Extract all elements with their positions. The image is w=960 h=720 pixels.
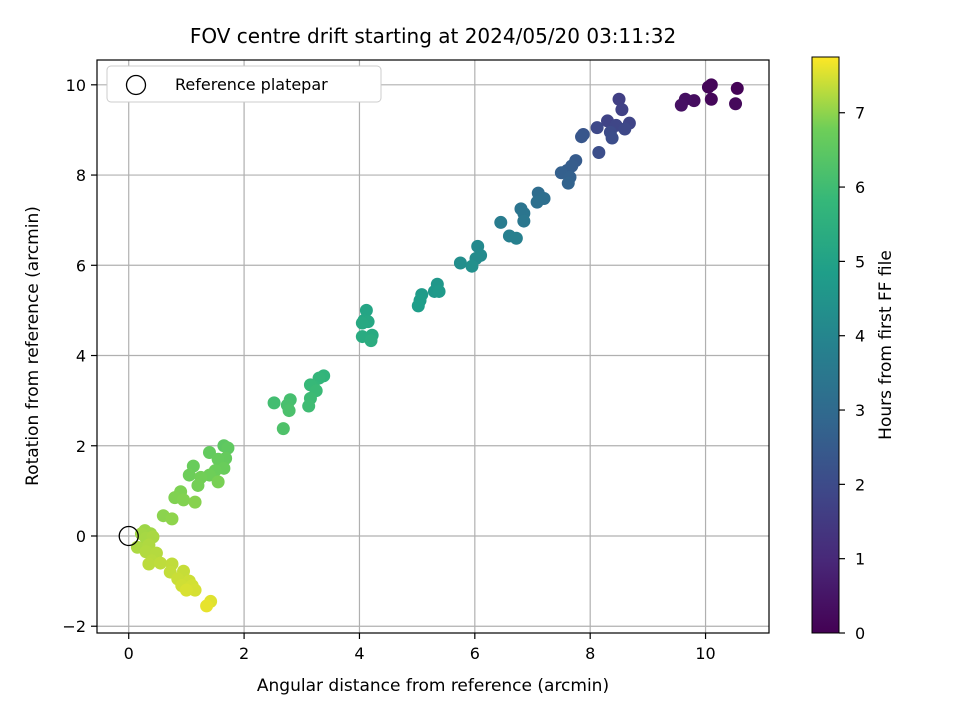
- data-point: [729, 97, 743, 111]
- data-point: [701, 80, 715, 94]
- data-point: [465, 259, 479, 273]
- data-point: [592, 145, 606, 159]
- data-point: [282, 404, 296, 418]
- data-point: [730, 81, 744, 95]
- plot-frame: [96, 59, 770, 634]
- data-point: [276, 422, 290, 436]
- data-point: [605, 131, 619, 145]
- colorbar-tick-label: 6: [855, 178, 865, 197]
- x-tick-label: 2: [239, 644, 249, 663]
- data-point: [355, 316, 369, 330]
- data-point: [153, 556, 167, 570]
- data-point: [200, 599, 214, 613]
- data-point: [517, 214, 531, 228]
- data-point: [182, 468, 196, 482]
- reference-marker: [118, 525, 139, 547]
- data-point: [612, 92, 626, 106]
- data-point: [453, 256, 467, 270]
- x-axis-label: Angular distance from reference (arcmin): [257, 676, 609, 696]
- data-point: [221, 441, 235, 455]
- data-point: [142, 557, 156, 571]
- data-point: [509, 231, 523, 245]
- x-tick-label: 0: [124, 644, 134, 663]
- y-tick-label: 4: [76, 347, 86, 366]
- legend-label: Reference platepar: [175, 75, 328, 94]
- x-tick-label: 6: [470, 644, 480, 663]
- colorbar: [811, 56, 840, 634]
- y-tick-label: 6: [76, 256, 86, 275]
- y-tick-label: −2: [62, 617, 86, 636]
- colorbar-label: Hours from first FF file: [876, 250, 896, 440]
- data-point: [188, 495, 202, 509]
- y-tick-label: 0: [76, 527, 86, 546]
- x-axis-ticks: 0 2 4 6 8 10: [124, 633, 716, 663]
- chart-title: FOV centre drift starting at 2024/05/20 …: [190, 24, 676, 48]
- colorbar-ticks: 0 1 2 3 4 5 6 7: [839, 104, 865, 643]
- y-axis-label: Rotation from reference (arcmin): [23, 206, 43, 486]
- y-tick-label: 2: [76, 437, 86, 456]
- data-point: [179, 583, 193, 597]
- data-point: [165, 512, 179, 526]
- y-tick-label: 8: [76, 166, 86, 185]
- data-point: [615, 103, 629, 117]
- data-point: [618, 122, 632, 136]
- colorbar-tick-label: 2: [855, 475, 865, 494]
- data-point: [590, 121, 604, 135]
- data-point: [530, 195, 544, 209]
- reference-marker-group: [118, 525, 139, 547]
- legend-marker: [125, 74, 147, 96]
- colorbar-tick-label: 3: [855, 401, 865, 420]
- data-point: [191, 478, 205, 492]
- data-point: [494, 215, 508, 229]
- y-tick-label: 10: [66, 76, 86, 95]
- colorbar-tick-label: 5: [855, 252, 865, 271]
- data-point: [364, 334, 378, 348]
- grid-lines: [97, 60, 769, 633]
- data-point: [674, 98, 688, 112]
- legend: Reference platepar: [106, 65, 382, 103]
- data-point: [359, 303, 373, 317]
- data-points: [130, 78, 744, 613]
- x-tick-label: 10: [695, 644, 715, 663]
- legend-box: [106, 65, 382, 103]
- colorbar-tick-label: 1: [855, 550, 865, 569]
- x-tick-label: 4: [354, 644, 364, 663]
- colorbar-tick-label: 7: [855, 104, 865, 123]
- data-point: [211, 475, 225, 489]
- x-tick-label: 8: [585, 644, 595, 663]
- data-point: [575, 130, 589, 144]
- colorbar-tick-label: 0: [855, 624, 865, 643]
- colorbar-tick-label: 4: [855, 327, 865, 346]
- data-point: [267, 396, 281, 410]
- y-axis-ticks: −2 0 2 4 6 8 10: [62, 76, 97, 636]
- data-point: [302, 399, 316, 413]
- data-point: [561, 176, 575, 190]
- data-point: [704, 92, 718, 106]
- data-point: [432, 284, 446, 298]
- data-point: [177, 493, 191, 507]
- data-point: [411, 299, 425, 313]
